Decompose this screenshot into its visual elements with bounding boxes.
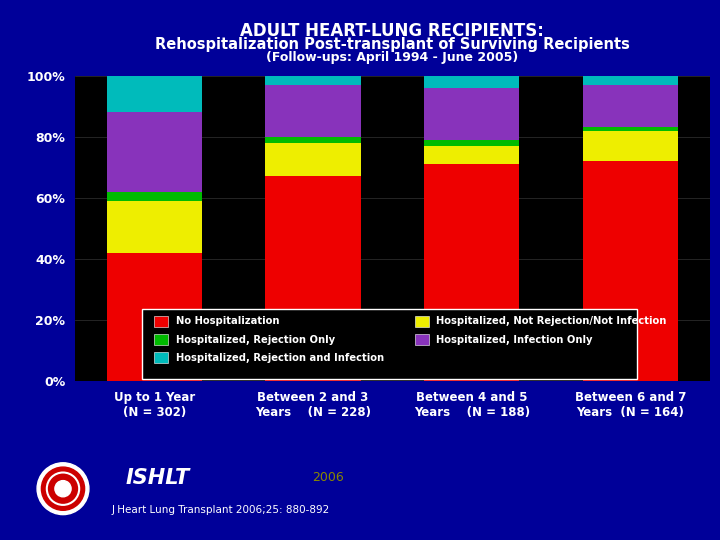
- Bar: [107, 76, 202, 112]
- Text: Hospitalized, Infection Only: Hospitalized, Infection Only: [436, 334, 593, 345]
- FancyBboxPatch shape: [142, 309, 637, 379]
- Text: Hospitalized, Rejection Only: Hospitalized, Rejection Only: [176, 334, 335, 345]
- Bar: [154, 316, 168, 327]
- Bar: [266, 85, 361, 137]
- Bar: [266, 176, 361, 381]
- Text: ISHLT: ISHLT: [126, 468, 190, 488]
- Circle shape: [37, 463, 89, 515]
- Bar: [266, 137, 361, 143]
- Bar: [107, 192, 202, 201]
- Bar: [424, 146, 519, 164]
- Text: No Hospitalization: No Hospitalization: [176, 316, 279, 326]
- Bar: [266, 76, 361, 85]
- Bar: [424, 164, 519, 381]
- Bar: [583, 127, 678, 131]
- Bar: [424, 88, 519, 140]
- Circle shape: [55, 481, 71, 497]
- Text: Hospitalized, Rejection and Infection: Hospitalized, Rejection and Infection: [176, 353, 384, 363]
- Bar: [424, 140, 519, 146]
- Bar: [154, 353, 168, 363]
- Text: ADULT HEART-LUNG RECIPIENTS:: ADULT HEART-LUNG RECIPIENTS:: [240, 22, 544, 39]
- Bar: [424, 76, 519, 88]
- Bar: [583, 85, 678, 127]
- Bar: [415, 316, 428, 327]
- Text: Rehospitalization Post-transplant of Surviving Recipients: Rehospitalization Post-transplant of Sur…: [155, 37, 630, 52]
- Text: J Heart Lung Transplant 2006;25: 880-892: J Heart Lung Transplant 2006;25: 880-892: [112, 505, 330, 515]
- Text: Hospitalized, Not Rejection/Not Infection: Hospitalized, Not Rejection/Not Infectio…: [436, 316, 667, 326]
- Bar: [107, 112, 202, 192]
- Bar: [107, 253, 202, 381]
- Bar: [107, 201, 202, 253]
- Circle shape: [42, 467, 85, 510]
- Bar: [583, 76, 678, 85]
- Bar: [583, 161, 678, 381]
- Bar: [154, 334, 168, 345]
- Bar: [415, 334, 428, 345]
- Bar: [266, 143, 361, 176]
- Text: (Follow-ups: April 1994 - June 2005): (Follow-ups: April 1994 - June 2005): [266, 51, 518, 64]
- Text: 2006: 2006: [312, 471, 343, 484]
- Bar: [583, 131, 678, 161]
